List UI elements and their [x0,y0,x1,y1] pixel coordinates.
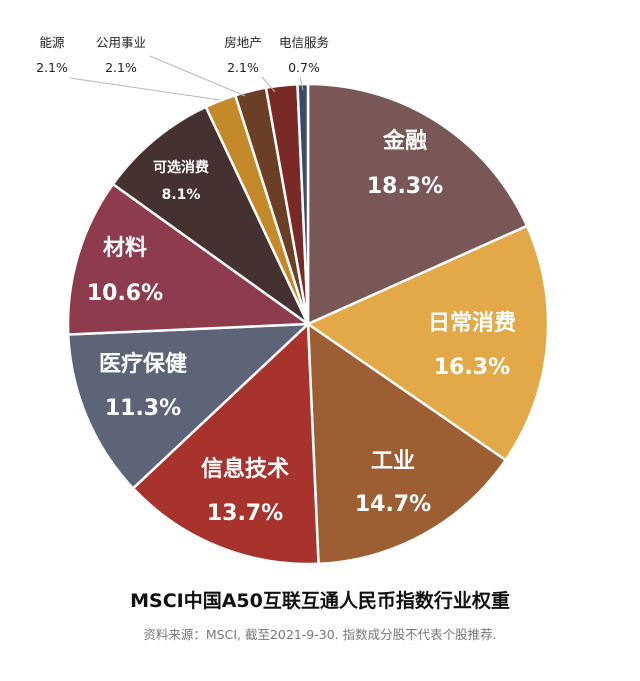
slice-label: 材料 [103,236,147,261]
pie-slice-2 [306,224,550,462]
slice-label: 电信服务 [279,35,329,50]
slice-value: 14.7% [355,492,431,517]
pie-slice-6 [66,182,310,336]
slice-label: 金融 [382,128,427,154]
slice-label: 可选消费 [153,159,209,176]
slice-value: 18.3% [367,174,443,199]
slice-label: 能源 [39,35,65,50]
slice-label: 日常消费 [428,310,516,336]
pie-slice-5 [66,322,310,490]
pie-slice-4 [131,322,320,566]
slice-value: 16.3% [434,355,510,380]
slice-label: 公用事业 [96,35,146,50]
pie-chart: 金融 18.3% 日常消费 16.3% 工业 14.7% 信息技术 13.7% 医疗保健 11.3… [36,35,550,566]
source-note: 资料来源：MSCI, 截至2021-9-30. 指数成分股不代表个股推荐. [143,627,497,642]
leader-line [69,77,221,101]
slice-value: 2.1% [105,60,137,75]
chart-title: MSCI中国A50互联互通人民币指数行业权重 [130,590,510,612]
leader-line [299,76,304,91]
pie-slice-11 [296,82,310,326]
slice-label: 房地产 [224,35,262,50]
slice-value: 10.6% [87,281,163,306]
pie-slice-7 [111,105,310,326]
leader-line [149,55,246,97]
slice-value: 2.1% [227,60,259,75]
slice-value: 8.1% [162,187,201,203]
pie-slice-1 [306,82,529,326]
leader-line [261,76,276,93]
slice-value: 13.7% [207,501,283,526]
slice-value: 2.1% [36,60,68,75]
slice-label: 工业 [371,449,415,474]
slice-label: 医疗保健 [99,351,187,377]
slice-label: 信息技术 [201,456,289,482]
pie-slice-3 [306,322,507,566]
slice-value: 0.7% [288,60,320,75]
slice-value: 11.3% [105,396,181,421]
